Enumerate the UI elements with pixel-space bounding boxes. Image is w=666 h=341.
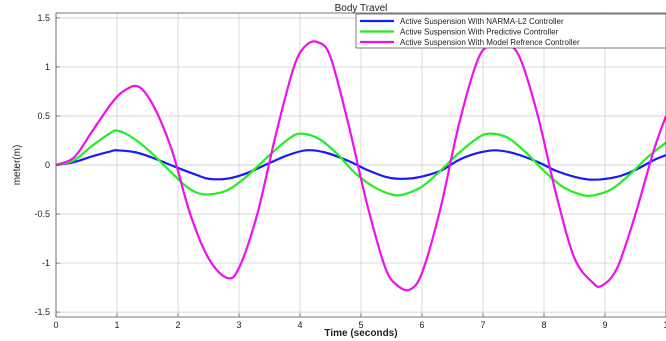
y-axis-label: meter(m) [12,145,23,186]
x-axis-label: Time (seconds) [324,328,397,339]
x-tick-label: 7 [480,320,485,330]
x-tick-label: 3 [236,320,241,330]
legend-label-1: Active Suspension With NARMA-L2 Controll… [400,17,564,26]
x-tick-label: 1 [663,320,666,330]
x-tick-label: 5 [358,320,363,330]
x-tick-label: 9 [602,320,607,330]
legend-label-2: Active Suspension With Predictive Contro… [400,28,559,37]
grid-lines [55,13,666,317]
y-tick-label: -1 [42,258,50,268]
y-tick-label: -0.5 [34,209,50,219]
x-tick-label: 4 [297,320,302,330]
legend-label-3: Active Suspension With Model Refrence Co… [400,38,580,47]
y-tick-label: 1 [45,62,50,72]
legend: Active Suspension With NARMA-L2 Controll… [355,13,666,49]
y-tick-label: 0 [45,160,50,170]
tick-labels: 0 1 2 3 4 5 6 7 8 9 1 -1.5 -1 -0.5 0 0.5 1 1.5 [34,13,666,330]
y-tick-label: -1.5 [34,307,50,317]
y-tick-label: 0.5 [37,111,50,121]
series-lines [55,40,666,292]
x-tick-label: 0 [53,320,58,330]
x-tick-label: 1 [114,320,119,330]
x-tick-label: 2 [175,320,180,330]
x-tick-label: 6 [419,320,424,330]
series-line-3 [55,40,666,292]
y-tick-label: 1.5 [37,13,50,23]
chart-title: Body Travel [335,3,388,14]
legend-box [355,13,666,49]
series-line-2 [55,129,666,197]
x-tick-label: 8 [541,320,546,330]
